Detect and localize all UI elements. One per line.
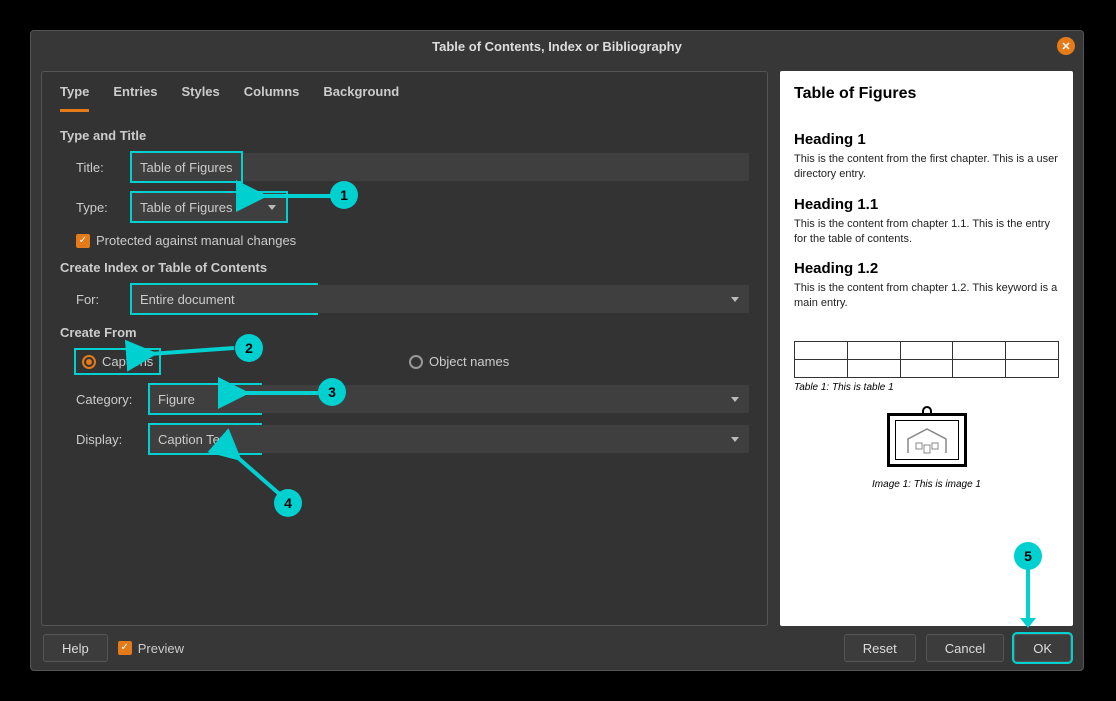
preview-p1: This is the content from the first chapt… <box>794 152 1059 182</box>
title-label: Title: <box>76 160 132 175</box>
ok-button[interactable]: OK <box>1014 634 1071 662</box>
cancel-button[interactable]: Cancel <box>926 634 1004 662</box>
captions-label: Captions <box>102 354 153 369</box>
preview-table <box>794 341 1059 378</box>
for-combo-expand[interactable] <box>316 285 749 313</box>
object-names-label: Object names <box>429 354 509 369</box>
section-type-title: Type and Title <box>60 128 749 143</box>
reset-button[interactable]: Reset <box>844 634 916 662</box>
dialog-window: Table of Contents, Index or Bibliography… <box>30 30 1084 671</box>
type-panel: Type and Title Title: Table of Figures T… <box>42 112 767 625</box>
preview-image-frame <box>887 413 967 467</box>
close-button[interactable]: ✕ <box>1057 37 1075 55</box>
left-pane: Type Entries Styles Columns Background T… <box>41 71 768 626</box>
preview-table-caption: Table 1: This is table 1 <box>794 382 1059 393</box>
category-combo-expand[interactable] <box>260 385 749 413</box>
preview-toggle[interactable]: ✓ Preview <box>118 641 184 656</box>
preview-title: Table of Figures <box>794 85 1059 103</box>
preview-image-caption: Image 1: This is image 1 <box>794 479 1059 490</box>
help-button[interactable]: Help <box>43 634 108 662</box>
section-create-index: Create Index or Table of Contents <box>60 260 749 275</box>
captions-radio[interactable] <box>82 355 96 369</box>
preview-h12: Heading 1.2 <box>794 260 1059 277</box>
section-create-from: Create From <box>60 325 749 340</box>
frame-hook-icon <box>922 406 932 416</box>
tab-type[interactable]: Type <box>60 84 89 112</box>
tab-styles[interactable]: Styles <box>181 84 219 112</box>
for-label: For: <box>76 292 132 307</box>
protected-label: Protected against manual changes <box>96 233 296 248</box>
house-icon <box>895 420 959 460</box>
category-label: Category: <box>76 392 150 407</box>
tab-columns[interactable]: Columns <box>244 84 300 112</box>
object-names-radio-row[interactable]: Object names <box>409 354 749 369</box>
protected-checkbox[interactable]: ✓ <box>76 234 90 248</box>
dropdown-arrow-icon <box>731 297 739 302</box>
display-combo-expand[interactable] <box>260 425 749 453</box>
dropdown-arrow-icon <box>268 205 276 210</box>
captions-radio-row[interactable]: Captions <box>76 350 159 373</box>
preview-p12: This is the content from chapter 1.2. Th… <box>794 281 1059 311</box>
preview-checkbox-label: Preview <box>138 641 184 656</box>
tab-entries[interactable]: Entries <box>113 84 157 112</box>
footer-row: Help ✓ Preview Reset Cancel OK <box>31 626 1083 670</box>
title-input[interactable]: Table of Figures <box>132 153 241 181</box>
preview-checkbox[interactable]: ✓ <box>118 641 132 655</box>
content-wrap: Type Entries Styles Columns Background T… <box>31 61 1083 626</box>
type-combo[interactable]: Table of Figures <box>132 193 286 221</box>
dropdown-arrow-icon <box>731 437 739 442</box>
preview-p11: This is the content from chapter 1.1. Th… <box>794 217 1059 247</box>
dropdown-arrow-icon <box>731 397 739 402</box>
category-combo-value[interactable]: Figure <box>150 385 260 413</box>
window-title: Table of Contents, Index or Bibliography <box>432 39 682 54</box>
titlebar: Table of Contents, Index or Bibliography… <box>31 31 1083 61</box>
for-combo-value[interactable]: Entire document <box>132 285 316 313</box>
tab-background[interactable]: Background <box>323 84 399 112</box>
tabs-row: Type Entries Styles Columns Background <box>42 72 767 112</box>
display-label: Display: <box>76 432 150 447</box>
preview-h11: Heading 1.1 <box>794 196 1059 213</box>
type-label: Type: <box>76 200 132 215</box>
preview-h1: Heading 1 <box>794 131 1059 148</box>
object-names-radio[interactable] <box>409 355 423 369</box>
preview-pane: Table of Figures Heading 1 This is the c… <box>780 71 1073 626</box>
display-combo-value[interactable]: Caption Text <box>150 425 260 453</box>
